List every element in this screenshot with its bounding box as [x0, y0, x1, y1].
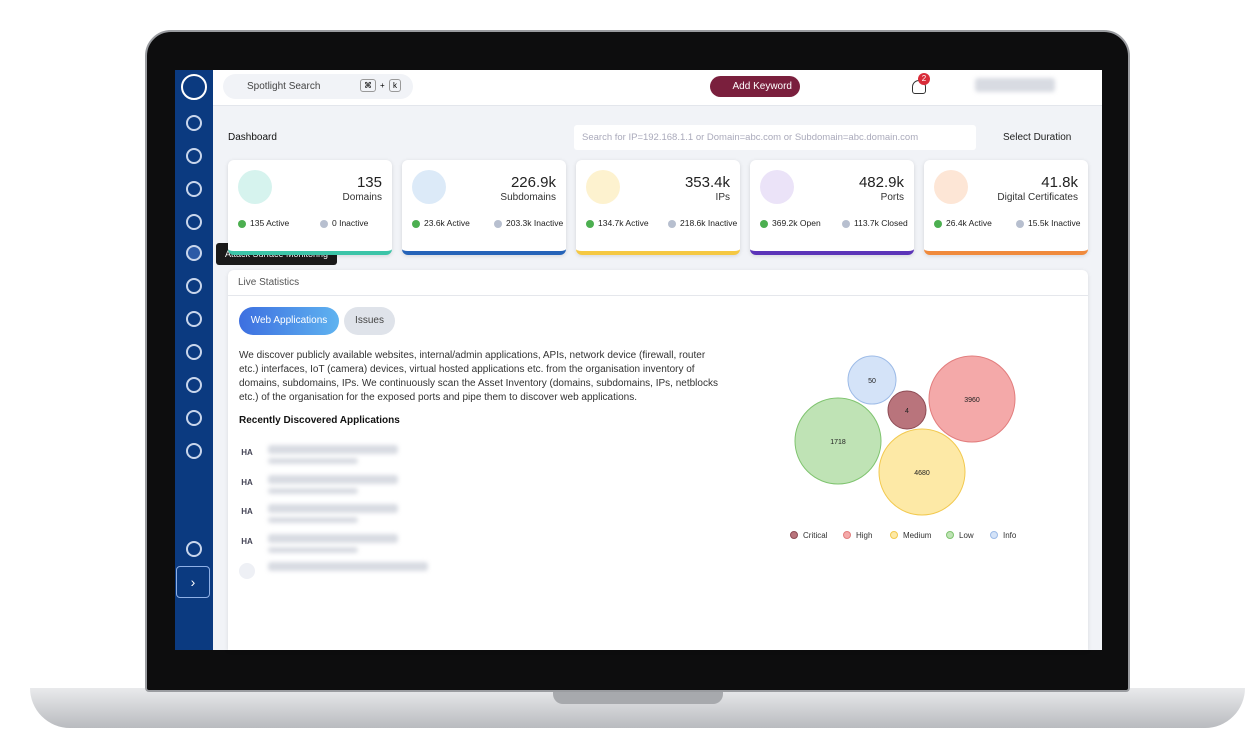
key: ⌘ [360, 79, 376, 92]
tab[interactable]: Issues [344, 307, 395, 335]
nav-icon[interactable] [186, 410, 202, 426]
legend-label: Info [1003, 531, 1017, 540]
nav-icon[interactable] [186, 311, 202, 327]
card-icon [760, 170, 794, 204]
card-stat: 218.6k Inactive [668, 218, 740, 229]
card-stat: 23.6k Active [412, 218, 484, 229]
app-avatar [239, 563, 255, 579]
card-value: 353.4k [684, 174, 730, 191]
legend-dot [890, 531, 898, 539]
divider [228, 295, 1088, 296]
key-plus: + [380, 81, 385, 90]
nav-icon[interactable] [186, 181, 202, 197]
key: k [389, 79, 401, 92]
app-blur [268, 487, 358, 494]
app-blur [268, 474, 398, 484]
nav-icon[interactable] [186, 541, 202, 557]
nav-icon[interactable] [186, 245, 202, 261]
app-blur [268, 517, 358, 523]
recent-title: Recently Discovered Applications [239, 415, 400, 426]
legend-dot [843, 531, 851, 539]
bubble [928, 355, 1016, 443]
card-value: 226.9k [510, 174, 556, 191]
bubble-label: 1718 [830, 439, 846, 446]
card-label: Subdomains [500, 192, 556, 203]
bubble-label: 4 [905, 408, 909, 415]
card-icon [934, 170, 968, 204]
app-blur [268, 562, 428, 571]
card-icon [238, 170, 272, 204]
legend-label: Low [959, 531, 974, 540]
card-icon [412, 170, 446, 204]
nav-icon[interactable] [186, 115, 202, 131]
card-stat: 369.2k Open [760, 218, 832, 229]
notification-badge: 2 [918, 73, 930, 85]
bubble [794, 397, 882, 485]
panel-title: Live Statistics [238, 277, 300, 288]
app-blur [268, 504, 398, 513]
legend-dot [790, 531, 798, 539]
nav-icon[interactable] [186, 443, 202, 459]
asset-search[interactable]: Search for IP=192.168.1.1 or Domain=abc.… [574, 125, 976, 150]
legend-dot [990, 531, 998, 539]
legend-label: Medium [903, 531, 932, 540]
search-placeholder: Spotlight Search [247, 81, 321, 92]
bubble [887, 390, 927, 430]
app-blur [268, 533, 398, 543]
stat-card: 135 Domains 135 Active 0 Inactive [228, 160, 392, 255]
nav-icon[interactable] [186, 278, 202, 294]
card-label: Domains [342, 192, 382, 203]
card-stat: 134.7k Active [586, 218, 658, 229]
duration-select[interactable]: Select Duration [1003, 132, 1072, 143]
bubble [878, 428, 966, 516]
card-label: Ports [880, 192, 904, 203]
legend-label: Critical [803, 531, 828, 540]
expand-button[interactable]: › [176, 566, 210, 598]
app-avatar: HA [241, 536, 253, 546]
bubble-chart: 4 3960 4680 1718 50 Critical High Medium Low Info [790, 355, 1017, 540]
stat-card: 226.9k Subdomains 23.6k Active 203.3k Inact… [402, 160, 566, 255]
card-icon [586, 170, 620, 204]
app-avatar: HA [241, 507, 253, 516]
app-blur [268, 546, 358, 553]
card-value: 482.9k [858, 174, 904, 191]
stat-card: 353.4k IPs 134.7k Active 218.6k Inactive [576, 160, 740, 255]
card-label: IPs [715, 192, 730, 203]
stat-card: 41.8k Digital Certificates 26.4k Active 15.… [924, 160, 1088, 255]
card-stat: 135 Active [238, 218, 310, 229]
card-value: 41.8k [1041, 174, 1078, 191]
nav-icon[interactable] [186, 148, 202, 164]
logo [181, 74, 207, 100]
stat-card: 482.9k Ports 369.2k Open 113.7k Closed [750, 160, 914, 255]
spotlight-search[interactable]: Spotlight Search ⌘ + k [223, 74, 413, 99]
bubble-label: 4680 [914, 470, 930, 477]
add-keyword-button[interactable]: Add Keyword [710, 76, 800, 97]
app-blur [268, 445, 398, 454]
bubble-label: 50 [868, 378, 876, 385]
card-label: Digital Certificates [997, 192, 1078, 203]
page-title: Dashboard [228, 132, 277, 143]
nav-icon[interactable] [186, 214, 202, 230]
app-avatar: HA [241, 477, 253, 487]
bubble-label: 3960 [964, 397, 980, 404]
nav-icon[interactable] [186, 344, 202, 360]
live-panel: Live Statistics Web Applications Issues … [228, 270, 1088, 650]
bubble [847, 355, 897, 405]
card-stat: 15.5k Inactive [1016, 218, 1088, 229]
description: We discover publicly available websites,… [239, 350, 718, 403]
card-stat: 26.4k Active [934, 218, 1006, 229]
laptop-notch [553, 690, 723, 704]
legend-dot [946, 531, 954, 539]
card-stat: 0 Inactive [320, 218, 392, 229]
nav-icon[interactable] [186, 377, 202, 393]
card-value: 135 [356, 174, 382, 191]
legend-label: High [856, 531, 872, 540]
tab-active[interactable]: Web Applications [239, 307, 339, 335]
app-blur [268, 458, 358, 464]
app-avatar: HA [241, 448, 253, 457]
card-stat: 113.7k Closed [842, 218, 914, 229]
card-stat: 203.3k Inactive [494, 218, 566, 229]
user-blur [975, 78, 1055, 94]
